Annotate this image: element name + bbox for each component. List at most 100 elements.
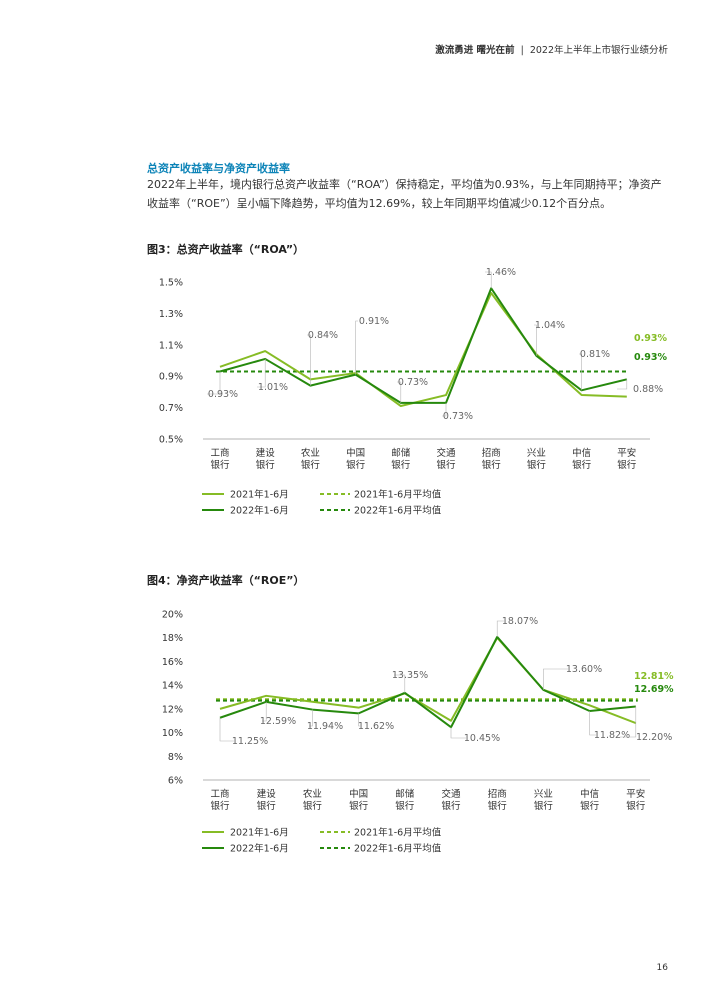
data-label: 11.82% — [594, 730, 630, 741]
legend-label-2021: 2021年1-6月 — [230, 827, 289, 839]
legend-label-avg-2022: 2022年1-6月平均值 — [354, 843, 442, 855]
legend-label-2022: 2022年1-6月 — [230, 505, 289, 517]
data-label-leader — [485, 271, 492, 289]
y-tick-label: 1.5% — [159, 278, 183, 289]
x-tick-label: 建设银行 — [256, 447, 276, 471]
y-tick-label: 20% — [162, 610, 183, 621]
data-label: 1.01% — [258, 382, 288, 393]
legend-label-avg-2022: 2022年1-6月平均值 — [354, 505, 442, 517]
x-tick-label: 交通银行 — [436, 447, 456, 471]
data-label: 11.62% — [358, 721, 394, 732]
page-number: 16 — [656, 963, 668, 973]
data-label-leader — [450, 727, 466, 739]
data-label: 10.45% — [464, 733, 500, 744]
data-label-leader — [496, 620, 504, 637]
y-tick-label: 0.5% — [159, 435, 183, 446]
data-label: 18.07% — [502, 616, 538, 627]
x-tick-label: 中国银行 — [349, 788, 369, 812]
x-tick-label: 兴业银行 — [527, 448, 547, 471]
average-label-2022: 0.93% — [634, 352, 667, 363]
page-header: 激流勇进 曙光在前 | 2022年上半年上市银行业绩分析 — [435, 42, 668, 56]
average-label-2022: 12.69% — [634, 684, 674, 695]
data-label-leader — [442, 402, 447, 417]
data-label: 1.04% — [535, 320, 565, 331]
data-label: 0.88% — [633, 384, 663, 395]
data-label-leader — [257, 358, 266, 388]
series-line-2021 — [219, 636, 637, 725]
x-tick-label: 中国银行 — [346, 447, 366, 471]
data-label-leader — [589, 710, 596, 736]
series-line-2021 — [219, 291, 627, 408]
figure-3-title: 图3：总资产收益率（“ROA”） — [147, 243, 305, 256]
data-label-leader — [620, 706, 637, 738]
data-label: 11.25% — [232, 736, 268, 747]
y-tick-label: 1.1% — [159, 340, 183, 351]
x-tick-label: 邮储银行 — [395, 788, 415, 812]
data-label: 0.81% — [580, 349, 610, 360]
data-label: 13.35% — [392, 670, 428, 681]
y-tick-label: 6% — [168, 776, 183, 787]
legend-label-avg-2021: 2021年1-6月平均值 — [354, 489, 442, 501]
data-label-leader — [309, 709, 313, 727]
y-tick-label: 8% — [168, 752, 183, 763]
data-label-leader — [543, 668, 568, 690]
data-label: 0.73% — [398, 377, 428, 388]
y-tick-label: 14% — [162, 681, 183, 692]
legend-label-2021: 2021年1-6月 — [230, 489, 289, 501]
legend-label-avg-2021: 2021年1-6月平均值 — [354, 827, 442, 839]
data-label: 12.20% — [636, 732, 672, 743]
figure-4-title: 图4：净资产收益率（“ROE”） — [147, 574, 305, 587]
x-tick-label: 建设银行 — [257, 788, 277, 812]
x-tick-label: 中信银行 — [572, 447, 592, 471]
y-tick-label: 0.9% — [159, 372, 183, 383]
data-label-leader — [355, 320, 358, 375]
section-title: 总资产收益率与净资产收益率 — [147, 162, 290, 175]
data-label-leader — [207, 371, 221, 395]
series-line-2022 — [219, 635, 636, 729]
header-separator: | — [520, 45, 524, 56]
data-label-leader — [534, 324, 537, 356]
section-body: 2022年上半年，境内银行总资产收益率（“ROA”）保持稳定，平均值为0.93%… — [147, 178, 662, 210]
y-tick-label: 16% — [162, 657, 183, 668]
x-tick-label: 招商银行 — [482, 447, 502, 471]
x-tick-label: 招商银行 — [488, 788, 508, 812]
average-label-2021: 12.81% — [634, 671, 674, 682]
data-label-leader — [397, 381, 402, 403]
average-label-2021: 0.93% — [634, 333, 667, 344]
data-label: 13.60% — [566, 664, 602, 675]
legend-label-2022: 2022年1-6月 — [230, 843, 289, 855]
x-tick-label: 农业银行 — [303, 788, 323, 812]
x-tick-label: 平安银行 — [617, 447, 637, 471]
data-label: 0.91% — [359, 316, 389, 327]
x-tick-label: 工商银行 — [210, 447, 230, 471]
header-subtitle: 2022年上半年上市银行业绩分析 — [529, 45, 668, 56]
x-tick-label: 工商银行 — [210, 788, 230, 812]
data-label-leader — [307, 334, 311, 386]
data-label: 0.73% — [443, 411, 473, 422]
y-tick-label: 0.7% — [159, 403, 183, 414]
x-tick-label: 农业银行 — [301, 447, 321, 471]
data-label-leader — [219, 717, 234, 742]
data-label: 11.94% — [307, 721, 343, 732]
x-tick-label: 兴业银行 — [534, 789, 554, 812]
x-tick-label: 中信银行 — [580, 788, 600, 812]
series-line-2022 — [219, 287, 628, 404]
header-title: 激流勇进 曙光在前 — [435, 45, 515, 56]
data-label: 1.46% — [486, 267, 516, 278]
y-tick-label: 10% — [162, 728, 183, 739]
y-tick-label: 18% — [162, 633, 183, 644]
roa-chart: 1.5% 1.3% 1.1% 0.9% 0.7% 0.5% 工商银行 建设银行 农业银行 中国银行… — [159, 267, 668, 517]
data-label-leader — [394, 674, 406, 693]
data-label: 0.93% — [208, 389, 238, 400]
data-label-leader — [579, 353, 582, 391]
roe-chart: 20% 18% 16% 14% 12% 10% 8% 6% 工商银行 建设银行 农业银行 中国银行 邮储… — [162, 610, 674, 855]
y-tick-label: 1.3% — [159, 309, 183, 320]
y-tick-label: 12% — [162, 704, 183, 715]
data-label: 0.84% — [308, 330, 338, 341]
x-tick-label: 邮储银行 — [391, 447, 411, 471]
x-tick-label: 交通银行 — [441, 788, 461, 812]
data-label-leader — [262, 701, 267, 722]
data-label-leader — [617, 379, 628, 390]
data-label-leader — [358, 713, 360, 727]
x-tick-label: 平安银行 — [626, 788, 646, 812]
